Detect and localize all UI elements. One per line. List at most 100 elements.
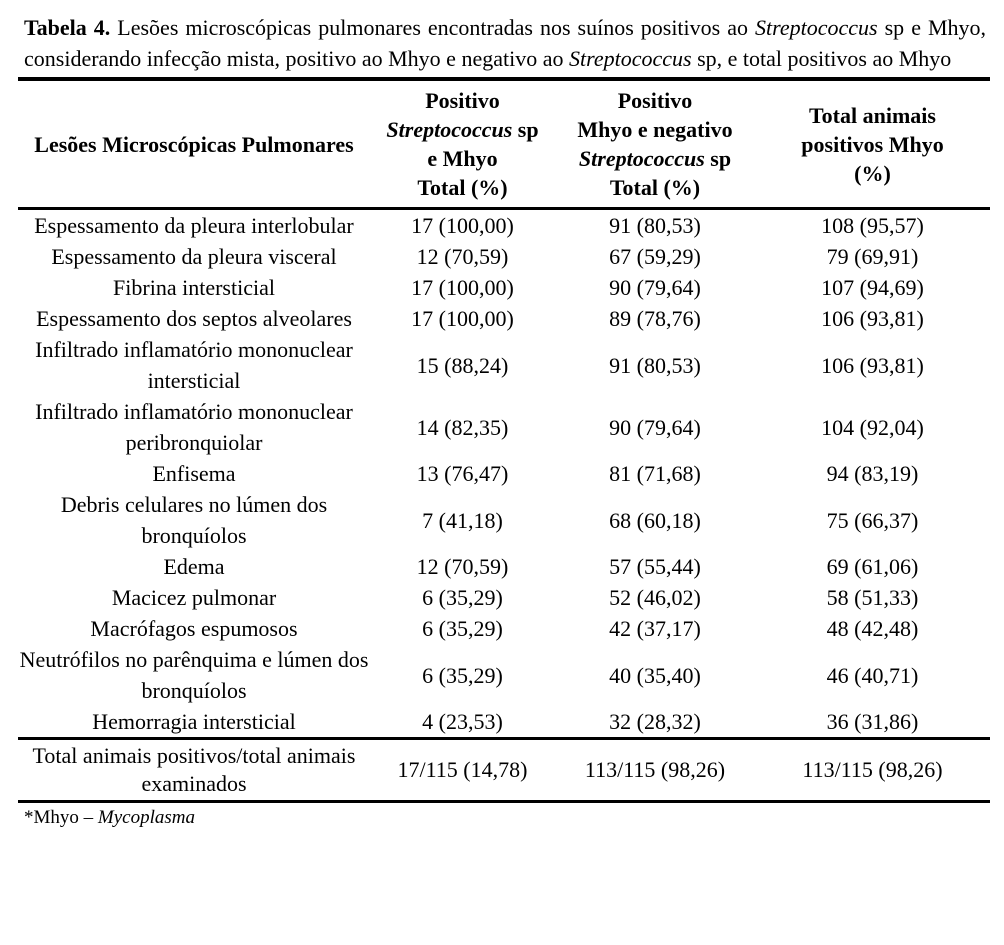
table-row: Infiltrado inflamatório mononuclear peri… — [18, 396, 990, 458]
header-col2-sp: sp — [517, 117, 539, 142]
caption-genus-1: Streptococcus — [755, 15, 878, 40]
header-col3-sp: sp — [710, 146, 732, 171]
header-col2-genus: Streptococcus — [386, 117, 513, 142]
caption-text-1: Lesões microscópicas pulmonares encontra… — [117, 15, 748, 40]
table-row: Enfisema 13 (76,47) 81 (71,68) 94 (83,19… — [18, 458, 990, 489]
table-row: Infiltrado inflamatório mononuclear inte… — [18, 334, 990, 396]
lesions-table: Lesões Microscópicas Pulmonares Positivo… — [18, 77, 990, 803]
table-row: Edema 12 (70,59) 57 (55,44) 69 (61,06) — [18, 551, 990, 582]
lesion-name: Fibrina intersticial — [113, 275, 275, 300]
lesion-name: Debris celulares no lúmen dos bronquíolo… — [60, 492, 328, 548]
footnote-prefix: *Mhyo – — [24, 807, 94, 828]
total-mhyo-negative-strep: 113/115 (98,26) — [555, 737, 755, 803]
value-mixed-infection: 6 (35,29) — [422, 616, 503, 641]
table-row: Fibrina intersticial 17 (100,00) 90 (79,… — [18, 272, 990, 303]
caption-label: Tabela 4. — [24, 15, 111, 40]
header-mhyo-negative-strep-column: Positivo Mhyo e negativo Streptococcus s… — [555, 79, 755, 210]
value-total-mhyo: 48 (42,48) — [826, 616, 919, 641]
value-mixed-infection: 12 (70,59) — [416, 554, 509, 579]
value-mixed-infection: 14 (82,35) — [416, 414, 509, 440]
header-col4-line3: (%) — [854, 160, 891, 186]
value-mhyo-negative-strep: 89 (78,76) — [609, 306, 701, 331]
value-mhyo-negative-strep: 68 (60,18) — [609, 507, 701, 533]
lesion-name: Espessamento da pleura interlobular — [34, 213, 354, 238]
footnote-genus: Mycoplasma — [97, 807, 195, 828]
value-mhyo-negative-strep: 90 (79,64) — [609, 275, 701, 300]
caption-genus-2: Streptococcus — [568, 46, 692, 71]
caption-text-3: sp, e total positivos ao Mhyo — [697, 46, 952, 71]
value-total-mhyo: 46 (40,71) — [826, 662, 919, 688]
caption-text-2: sp e Mhyo, considerando infecção mista, … — [24, 15, 987, 71]
value-mhyo-negative-strep: 90 (79,64) — [609, 414, 701, 440]
value-mixed-infection: 15 (88,24) — [416, 352, 509, 378]
header-col3-line2: Mhyo e negativo — [577, 117, 733, 142]
table-row: Macrófagos espumosos 6 (35,29) 42 (37,17… — [18, 613, 990, 644]
value-total-mhyo: 75 (66,37) — [826, 507, 919, 533]
value-mixed-infection: 7 (41,18) — [422, 507, 503, 533]
header-col4-line1: Total animais — [809, 102, 936, 128]
header-mixed-infection-column: Positivo Streptococcus sp e Mhyo Total (… — [370, 79, 555, 210]
lesion-name: Infiltrado inflamatório mononuclear peri… — [35, 399, 353, 455]
header-col2-line1: Positivo — [425, 88, 500, 113]
value-mhyo-negative-strep: 81 (71,68) — [609, 461, 701, 486]
table-row: Hemorragia intersticial 4 (23,53) 32 (28… — [18, 706, 990, 739]
table-header: Lesões Microscópicas Pulmonares Positivo… — [18, 79, 990, 210]
total-mixed-infection: 17/115 (14,78) — [370, 737, 555, 803]
value-total-mhyo: 94 (83,19) — [826, 461, 919, 486]
header-col2-line3: e Mhyo — [427, 146, 498, 171]
header-col3-line4: Total (%) — [609, 175, 701, 200]
value-mixed-infection: 13 (76,47) — [416, 461, 509, 486]
value-total-mhyo: 79 (69,91) — [826, 244, 919, 269]
table-caption: Tabela 4. Lesões microscópicas pulmonare… — [24, 12, 986, 74]
value-mixed-infection: 4 (23,53) — [422, 709, 503, 734]
table-row: Debris celulares no lúmen dos bronquíolo… — [18, 489, 990, 551]
value-mhyo-negative-strep: 42 (37,17) — [609, 616, 701, 641]
lesion-name: Espessamento da pleura visceral — [51, 244, 337, 269]
header-col3-genus: Streptococcus — [578, 146, 705, 171]
value-total-mhyo: 108 (95,57) — [821, 213, 924, 238]
lesion-name: Hemorragia intersticial — [92, 709, 296, 734]
value-mhyo-negative-strep: 91 (80,53) — [609, 352, 701, 378]
header-col3-line3: Streptococcus sp — [555, 144, 755, 173]
value-total-mhyo: 106 (93,81) — [821, 306, 924, 331]
value-mixed-infection: 12 (70,59) — [416, 244, 509, 269]
header-col3-line1: Positivo — [617, 88, 693, 113]
header-lesions-column: Lesões Microscópicas Pulmonares — [18, 79, 370, 210]
value-total-mhyo: 104 (92,04) — [821, 414, 924, 440]
table-row: Neutrófilos no parênquima e lúmen dos br… — [18, 644, 990, 706]
table-row: Espessamento dos septos alveolares 17 (1… — [18, 303, 990, 334]
lesion-name: Enfisema — [152, 461, 236, 486]
value-mixed-infection: 17 (100,00) — [411, 275, 514, 300]
value-mixed-infection: 17 (100,00) — [411, 306, 514, 331]
value-total-mhyo: 58 (51,33) — [826, 585, 919, 610]
value-mhyo-negative-strep: 91 (80,53) — [609, 213, 701, 238]
lesion-name: Espessamento dos septos alveolares — [36, 306, 352, 331]
table-row: Espessamento da pleura visceral 12 (70,5… — [18, 241, 990, 272]
header-col4-line2: positivos Mhyo — [801, 131, 944, 157]
value-mhyo-negative-strep: 67 (59,29) — [609, 244, 701, 269]
value-mhyo-negative-strep: 40 (35,40) — [609, 662, 701, 688]
total-total-mhyo: 113/115 (98,26) — [755, 737, 990, 803]
lesion-name: Edema — [163, 554, 225, 579]
lesion-name: Neutrófilos no parênquima e lúmen dos br… — [19, 647, 369, 703]
value-mhyo-negative-strep: 52 (46,02) — [609, 585, 701, 610]
value-total-mhyo: 107 (94,69) — [821, 275, 924, 300]
table-total-row: Total animais positivos/total animais ex… — [18, 737, 990, 803]
total-row-label: Total animais positivos/total animais ex… — [18, 737, 370, 803]
value-mixed-infection: 6 (35,29) — [422, 585, 503, 610]
lesion-name: Infiltrado inflamatório mononuclear inte… — [35, 337, 353, 393]
header-col2-line4: Total (%) — [417, 175, 508, 200]
table-footnote: *Mhyo – Mycoplasma — [24, 806, 990, 830]
header-total-mhyo-column: Total animais positivos Mhyo (%) — [755, 79, 990, 210]
header-col2-line2: Streptococcus sp — [370, 115, 555, 144]
value-total-mhyo: 106 (93,81) — [821, 352, 924, 378]
value-mixed-infection: 17 (100,00) — [411, 213, 514, 238]
value-mhyo-negative-strep: 57 (55,44) — [609, 554, 701, 579]
lesion-name: Macrófagos espumosos — [90, 616, 298, 641]
value-total-mhyo: 36 (31,86) — [826, 709, 919, 734]
table-body: Espessamento da pleura interlobular 17 (… — [18, 209, 990, 803]
lesion-name: Macicez pulmonar — [111, 585, 277, 610]
value-mhyo-negative-strep: 32 (28,32) — [609, 709, 701, 734]
table-row: Macicez pulmonar 6 (35,29) 52 (46,02) 58… — [18, 582, 990, 613]
